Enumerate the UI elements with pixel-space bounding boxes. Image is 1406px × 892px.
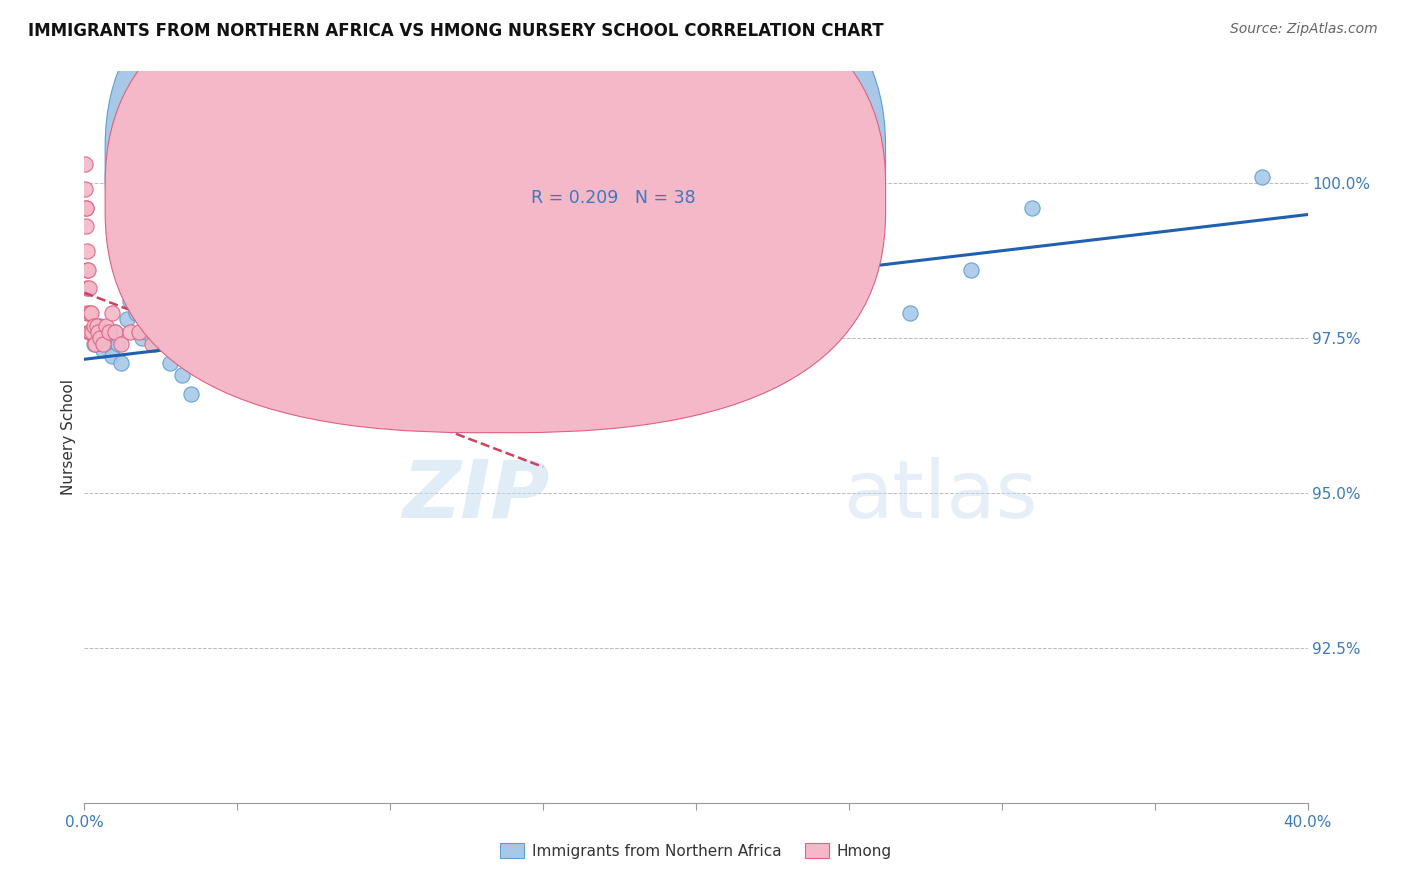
Point — [180, 343, 202, 358]
Point — [97, 325, 120, 339]
Point — [159, 356, 181, 370]
Point — [165, 343, 187, 358]
Point — [242, 337, 264, 351]
Point — [747, 262, 769, 277]
Text: atlas: atlas — [842, 457, 1038, 534]
Point — [380, 331, 402, 345]
Point — [120, 293, 142, 308]
Point — [138, 312, 160, 326]
Point — [172, 368, 194, 383]
Point — [516, 325, 538, 339]
FancyBboxPatch shape — [105, 0, 886, 433]
Point — [80, 306, 103, 320]
Point — [104, 325, 127, 339]
Point — [131, 331, 153, 345]
Point — [86, 318, 108, 333]
Point — [440, 411, 463, 425]
Point — [91, 337, 114, 351]
Text: ZIP: ZIP — [402, 457, 550, 534]
Point — [960, 262, 983, 277]
Point — [75, 219, 97, 234]
Point — [135, 325, 157, 339]
Point — [562, 293, 585, 308]
Point — [101, 350, 124, 364]
Point — [1250, 169, 1272, 184]
Point — [219, 343, 242, 358]
Point — [149, 325, 172, 339]
Point — [110, 337, 132, 351]
Point — [120, 325, 142, 339]
Point — [247, 325, 270, 339]
Legend: Immigrants from Northern Africa, Hmong: Immigrants from Northern Africa, Hmong — [494, 837, 898, 864]
Point — [141, 337, 163, 351]
Point — [97, 331, 120, 345]
Point — [792, 232, 814, 246]
Point — [471, 306, 494, 320]
Text: R = 0.209   N = 38: R = 0.209 N = 38 — [531, 189, 696, 207]
Point — [898, 306, 921, 320]
Point — [79, 306, 101, 320]
Point — [87, 325, 110, 339]
Point — [76, 281, 98, 295]
Point — [128, 325, 150, 339]
Point — [83, 318, 105, 333]
Point — [77, 262, 100, 277]
Point — [82, 325, 104, 339]
Point — [115, 312, 138, 326]
Point — [79, 325, 101, 339]
Point — [838, 262, 860, 277]
Point — [211, 356, 233, 370]
Point — [195, 356, 218, 370]
Point — [75, 201, 97, 215]
FancyBboxPatch shape — [451, 137, 751, 228]
Point — [101, 306, 124, 320]
Point — [700, 275, 723, 289]
Point — [107, 337, 129, 351]
Point — [77, 325, 100, 339]
Point — [294, 374, 316, 388]
Point — [89, 331, 111, 345]
Point — [77, 281, 100, 295]
Point — [349, 343, 371, 358]
Point — [380, 386, 402, 401]
Point — [84, 337, 107, 351]
Point — [89, 318, 111, 333]
Y-axis label: Nursery School: Nursery School — [60, 379, 76, 495]
Point — [159, 331, 181, 345]
Point — [75, 182, 97, 196]
Point — [94, 318, 117, 333]
Point — [83, 337, 105, 351]
Point — [271, 356, 294, 370]
Text: R = 0.578   N = 44: R = 0.578 N = 44 — [531, 153, 695, 170]
Point — [1021, 201, 1043, 215]
Point — [232, 337, 254, 351]
Point — [654, 293, 676, 308]
Point — [125, 306, 148, 320]
Point — [76, 262, 98, 277]
Point — [205, 368, 228, 383]
Point — [76, 244, 98, 259]
FancyBboxPatch shape — [105, 0, 886, 396]
Point — [609, 262, 631, 277]
Point — [110, 356, 132, 370]
Text: Source: ZipAtlas.com: Source: ZipAtlas.com — [1230, 22, 1378, 37]
Point — [104, 325, 127, 339]
Point — [76, 306, 98, 320]
Point — [73, 157, 96, 171]
Point — [318, 386, 340, 401]
Point — [143, 337, 166, 351]
Point — [318, 356, 340, 370]
Point — [91, 343, 114, 358]
Point — [180, 386, 202, 401]
Text: IMMIGRANTS FROM NORTHERN AFRICA VS HMONG NURSERY SCHOOL CORRELATION CHART: IMMIGRANTS FROM NORTHERN AFRICA VS HMONG… — [28, 22, 884, 40]
Point — [75, 201, 97, 215]
Point — [271, 368, 294, 383]
Point — [425, 362, 447, 376]
